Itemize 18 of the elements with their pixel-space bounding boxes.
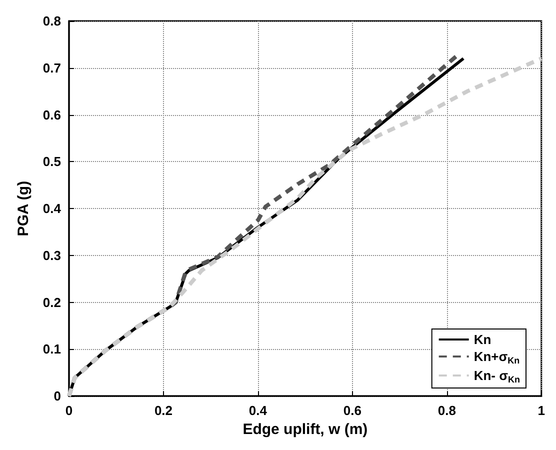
y-tick-label: 0.8 <box>42 14 61 28</box>
x-tick-label: 0.4 <box>248 403 268 418</box>
y-tick-label: 0.5 <box>42 154 61 170</box>
y-tick-label: 0.1 <box>42 342 61 357</box>
y-tick-label: 0.4 <box>42 201 62 216</box>
y-tick-label: 0.2 <box>42 294 61 310</box>
x-axis-title: Edge uplift, w (m) <box>242 421 368 438</box>
x-tick-label: 0.8 <box>438 403 456 418</box>
x-tick-label: 1 <box>538 403 545 418</box>
y-tick-label: 0.6 <box>42 107 61 122</box>
x-tick-label: 0 <box>65 403 73 418</box>
x-tick-label: 0.2 <box>154 403 173 418</box>
legend-label: Kn <box>474 332 492 347</box>
y-tick-label: 0.7 <box>42 60 61 76</box>
x-tick-label: 0.6 <box>343 403 362 418</box>
y-axis-title: PGA (g) <box>15 180 32 236</box>
y-tick-label: 0 <box>54 388 61 404</box>
y-tick-label: 0.3 <box>42 248 61 263</box>
